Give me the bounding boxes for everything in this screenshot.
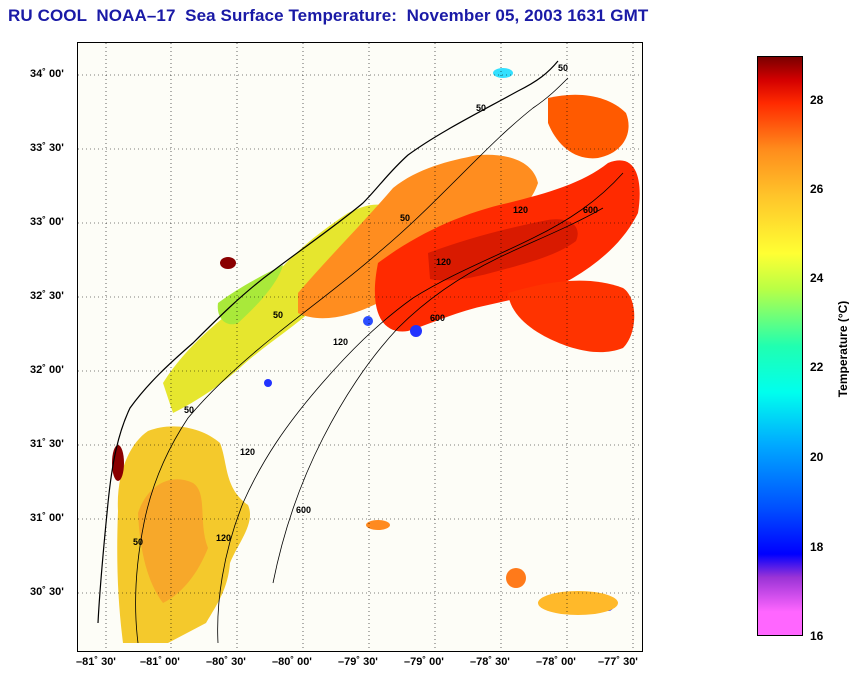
lat-tick-33-00: 33˚ 00' (30, 216, 64, 228)
lat-tick-32-30: 32˚ 30' (30, 290, 64, 302)
sst-patch-gulf-stream-east (508, 280, 635, 353)
lat-tick-31-00: 31˚ 00' (30, 512, 64, 524)
coastline (97, 60, 559, 624)
contour-120m (217, 172, 624, 644)
contour-600m (272, 207, 604, 584)
sst-patch-cold-spot-2 (363, 316, 373, 326)
contour-label: 50 (133, 537, 143, 547)
map-title: RU COOL NOAA–17 Sea Surface Temperature:… (8, 6, 649, 25)
colorbar-tick-26: 26 (810, 182, 824, 196)
lon-tick-80-00: –80˚ 00' (272, 656, 312, 668)
colorbar-tick-16: 16 (810, 629, 824, 643)
sst-patch-se-1 (538, 591, 618, 615)
colorbar-tick-24: 24 (810, 271, 824, 285)
sst-patches (112, 68, 640, 643)
lon-tick-81-30: –81˚ 30' (76, 656, 116, 668)
lon-tick-79-30: –79˚ 30' (338, 656, 378, 668)
sst-patch-inner-cyan (493, 68, 513, 78)
sst-patch-green-edge (217, 265, 283, 325)
lon-tick-78-00: –78˚ 00' (536, 656, 576, 668)
sst-patch-se-3 (366, 520, 390, 530)
sst-patch-outer-shelf (298, 154, 538, 319)
lon-tick-78-30: –78˚ 30' (470, 656, 510, 668)
contour-label: 50 (184, 405, 194, 415)
lat-tick-34-00: 34˚ 00' (30, 68, 64, 80)
sst-map: 50 50 50 50 50 50 120 120 120 120 120 60… (77, 42, 643, 652)
contour-label: 120 (240, 447, 255, 457)
contour-label: 50 (273, 310, 283, 320)
sst-patch-cold-spot-4 (264, 379, 272, 387)
lat-tick-30-30: 30˚ 30' (30, 586, 64, 598)
colorbar-tick-20: 20 (810, 450, 824, 464)
contour-label: 600 (430, 313, 445, 323)
contour-label: 600 (583, 205, 598, 215)
lat-tick-31-30: 31˚ 30' (30, 438, 64, 450)
contour-label: 120 (333, 337, 348, 347)
sst-patch-se-2 (506, 568, 526, 588)
sst-patch-cold-spot-1 (410, 325, 422, 337)
contour-label: 50 (476, 103, 486, 113)
sst-patch-coastal-dark (220, 257, 236, 269)
sst-map-canvas: 50 50 50 50 50 50 120 120 120 120 120 60… (78, 43, 642, 651)
contour-label: 600 (296, 505, 311, 515)
depth-contours (135, 77, 624, 644)
contour-label: 120 (513, 205, 528, 215)
contour-50m (135, 77, 569, 644)
lat-tick-33-30: 33˚ 30' (30, 142, 64, 154)
colorbar-tick-22: 22 (810, 360, 824, 374)
contour-label: 50 (400, 213, 410, 223)
lon-tick-77-30: –77˚ 30' (598, 656, 638, 668)
map-grid (78, 43, 642, 651)
lon-tick-80-30: –80˚ 30' (206, 656, 246, 668)
temperature-colorbar (757, 56, 803, 636)
colorbar-tick-18: 18 (810, 540, 824, 554)
colorbar-tick-28: 28 (810, 93, 824, 107)
contour-label: 120 (436, 257, 451, 267)
contour-label: 50 (558, 63, 568, 73)
colorbar-label: Temperature (°C) (836, 300, 849, 398)
sst-patch-warm-northeast (548, 94, 629, 159)
lon-tick-81-00: –81˚ 00' (140, 656, 180, 668)
sst-patch-southern-core (138, 479, 208, 603)
contour-label: 120 (216, 533, 231, 543)
lat-tick-32-00: 32˚ 00' (30, 364, 64, 376)
lon-tick-79-00: –79˚ 00' (404, 656, 444, 668)
